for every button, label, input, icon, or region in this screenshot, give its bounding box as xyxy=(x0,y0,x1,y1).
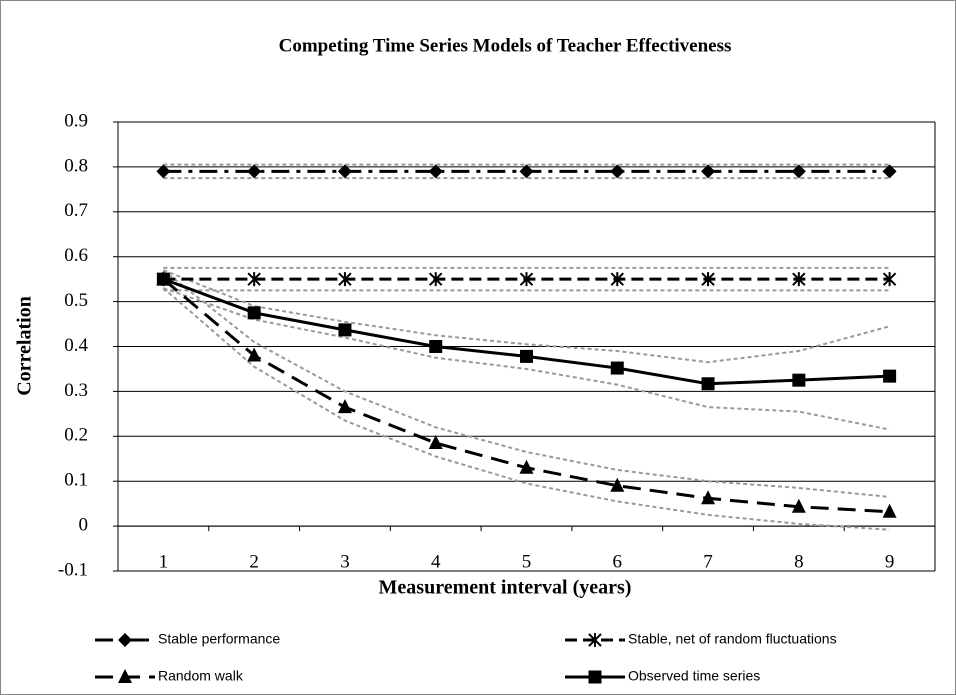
marker xyxy=(429,272,443,287)
marker xyxy=(247,347,262,362)
legend-label: Random walk xyxy=(158,668,244,684)
marker xyxy=(588,633,602,647)
x-tick-label: 8 xyxy=(794,551,804,572)
marker xyxy=(429,340,443,353)
x-axis-title: Measurement interval (years) xyxy=(379,577,632,599)
y-tick-label: 0.5 xyxy=(64,290,88,311)
marker xyxy=(520,349,533,363)
marker xyxy=(701,272,715,287)
marker xyxy=(701,490,716,505)
marker xyxy=(882,272,897,287)
marker xyxy=(247,306,261,320)
marker xyxy=(156,272,170,286)
chart-title: Competing Time Series Models of Teacher … xyxy=(279,35,732,56)
marker xyxy=(428,435,443,450)
marker xyxy=(118,669,132,683)
marker xyxy=(792,272,806,287)
confidence-band xyxy=(162,269,890,498)
marker xyxy=(701,164,716,179)
x-tick-label: 3 xyxy=(340,551,350,572)
y-tick-label: 0.7 xyxy=(64,200,88,221)
x-tick-label: 9 xyxy=(885,551,895,572)
y-tick-label: 0.2 xyxy=(64,425,88,446)
x-tick-label: 7 xyxy=(703,551,713,572)
legend-item: Random walk xyxy=(95,668,244,684)
y-axis-title: Correlation xyxy=(14,296,36,396)
marker xyxy=(337,164,352,179)
marker xyxy=(610,164,625,179)
marker xyxy=(519,164,534,179)
marker xyxy=(337,399,352,414)
marker xyxy=(519,272,534,287)
marker xyxy=(588,670,602,684)
x-tick-label: 4 xyxy=(431,551,441,572)
confidence-band xyxy=(163,287,890,431)
legend-label: Observed time series xyxy=(628,668,760,684)
marker xyxy=(882,503,897,518)
marker xyxy=(519,459,534,474)
y-tick-label: 0.9 xyxy=(64,110,88,131)
legend-item: Stable, net of random fluctuations xyxy=(565,631,837,647)
marker xyxy=(610,361,624,375)
marker xyxy=(338,323,352,337)
marker xyxy=(883,369,897,383)
marker xyxy=(156,164,171,179)
y-tick-label: 0.4 xyxy=(64,335,88,356)
y-tick-label: -0.1 xyxy=(58,559,88,580)
legend-label: Stable, net of random fluctuations xyxy=(628,631,837,647)
marker xyxy=(610,477,625,492)
x-tick-label: 1 xyxy=(159,551,169,572)
marker xyxy=(118,633,132,647)
y-tick-label: 0 xyxy=(79,514,89,535)
legend-item: Stable performance xyxy=(95,631,280,647)
legend-label: Stable performance xyxy=(158,631,280,647)
y-tick-label: 0.6 xyxy=(64,245,88,266)
x-tick-label: 6 xyxy=(613,551,623,572)
legend-item: Observed time series xyxy=(565,668,760,684)
marker xyxy=(428,164,443,179)
y-tick-label: 0.1 xyxy=(64,470,88,491)
y-tick-label: 0.8 xyxy=(64,155,88,176)
y-tick-label: 0.3 xyxy=(64,380,88,401)
marker xyxy=(701,377,715,391)
marker xyxy=(792,373,806,387)
marker xyxy=(247,164,262,179)
x-tick-label: 2 xyxy=(249,551,259,572)
marker xyxy=(791,164,806,179)
marker xyxy=(882,164,897,179)
marker xyxy=(247,272,261,287)
marker xyxy=(610,272,624,287)
confidence-band xyxy=(163,269,890,364)
marker xyxy=(791,498,806,513)
marker xyxy=(338,272,352,287)
confidence-band xyxy=(162,287,890,531)
x-tick-label: 5 xyxy=(522,551,532,572)
